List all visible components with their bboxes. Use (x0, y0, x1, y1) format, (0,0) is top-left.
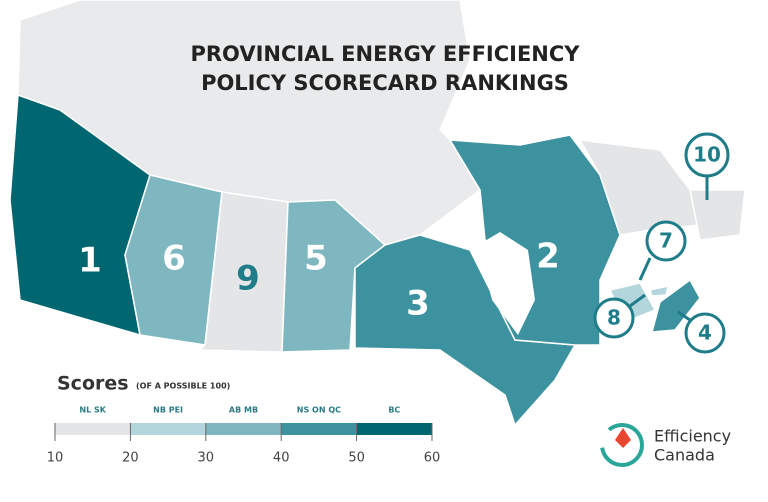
legend-class: NL SK (79, 406, 106, 415)
rank-label: 7 (659, 229, 673, 253)
callout (684, 132, 730, 178)
legend-tick-label: 60 (424, 451, 441, 466)
legend-class: AB MB (229, 406, 258, 415)
rank-label: 2 (536, 237, 560, 277)
rank-label: 10 (693, 143, 721, 167)
legend-subtitle: (OF A POSSIBLE 100) (136, 382, 230, 391)
province-nl-island (689, 189, 746, 241)
legend-title: Scores (57, 373, 129, 395)
legend-swatch (356, 423, 432, 435)
logo-text: Efficiency (654, 427, 731, 446)
title-line: PROVINCIAL ENERGY EFFICIENCY (190, 42, 580, 66)
callout-line (677, 310, 691, 322)
province-pei (649, 285, 669, 297)
logo-text: Canada (654, 446, 715, 465)
legend-tick-label: 30 (198, 451, 215, 466)
callout-line (638, 257, 652, 281)
rank-label: 3 (406, 284, 430, 324)
legend-class: NS ON QC (297, 406, 341, 415)
logo-leaf (615, 428, 631, 448)
legend-tick-label: 10 (47, 451, 64, 466)
province-ns (650, 278, 701, 333)
legend-swatch (55, 423, 131, 435)
province-sk (198, 191, 289, 353)
callout (684, 312, 726, 354)
rank-label: 8 (607, 306, 621, 330)
rank-label: 6 (162, 239, 186, 279)
james-bay (478, 232, 535, 335)
legend-class: BC (388, 406, 400, 415)
title-line: POLICY SCORECARD RANKINGS (201, 71, 569, 95)
logo-mark (600, 423, 644, 467)
legend-swatch (130, 423, 206, 435)
legend-swatch (281, 423, 357, 435)
legend-tick-label: 20 (122, 451, 139, 466)
legend-tick-label: 40 (273, 451, 290, 466)
rank-label: 5 (304, 239, 328, 279)
province-ab (124, 174, 223, 346)
legend: NL SK NB PEI AB MB NS ON QC BC 10 20 30 40 50 60 (47, 406, 441, 466)
callout (645, 220, 687, 262)
legend-tick-label: 50 (348, 451, 365, 466)
rank-label: 9 (236, 259, 260, 299)
rank-label: 4 (698, 321, 712, 345)
legend-swatch (205, 423, 282, 435)
callout (593, 297, 635, 339)
legend-class: NB PEI (153, 406, 183, 415)
rank-label: 1 (78, 241, 102, 281)
callout-line (629, 293, 646, 308)
